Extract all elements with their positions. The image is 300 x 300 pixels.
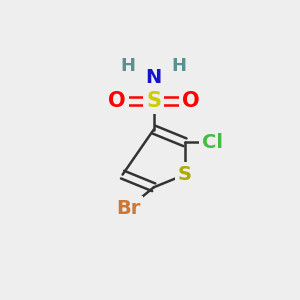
Text: S: S <box>178 165 192 184</box>
Text: O: O <box>182 91 200 111</box>
Text: N: N <box>146 68 162 87</box>
Text: H: H <box>121 57 136 75</box>
Text: H: H <box>172 57 187 75</box>
Text: S: S <box>146 91 161 111</box>
Text: Br: Br <box>116 199 140 218</box>
Text: Cl: Cl <box>202 133 223 152</box>
Text: O: O <box>108 91 126 111</box>
